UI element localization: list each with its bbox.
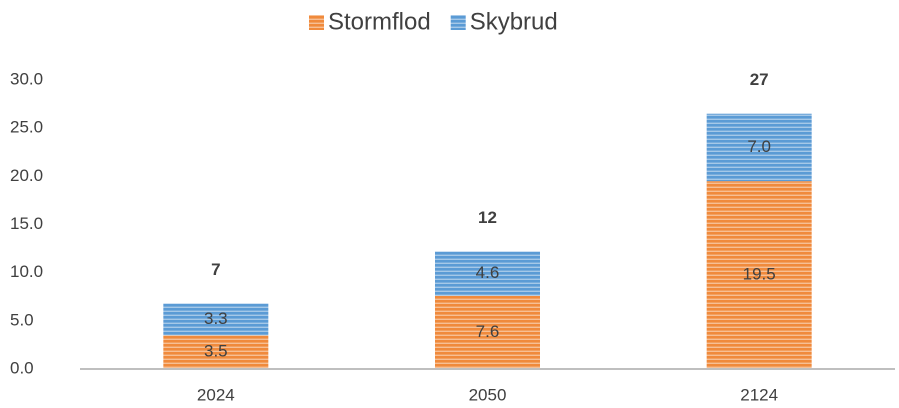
legend-swatch	[309, 15, 324, 30]
y-tick-label: 30.0	[10, 69, 43, 88]
total-label: 12	[478, 208, 497, 227]
value-label: 3.5	[204, 342, 228, 361]
value-label: 19.5	[743, 265, 776, 284]
legend-swatch	[450, 15, 466, 30]
y-tick-label: 5.0	[10, 310, 34, 329]
x-tick-label: 2124	[740, 385, 778, 404]
bar-segment	[163, 335, 269, 369]
bar-segment	[706, 113, 812, 182]
legend-label: Stormflod	[328, 8, 431, 35]
bar-segment	[435, 295, 540, 369]
total-label: 7	[211, 260, 220, 279]
value-label: 3.3	[204, 309, 228, 328]
total-label: 27	[750, 70, 769, 89]
bar-segment	[706, 181, 812, 369]
bar-segment	[435, 251, 540, 296]
y-tick-label: 15.0	[10, 214, 43, 233]
y-tick-label: 0.0	[10, 358, 34, 377]
bar-segment	[163, 303, 269, 336]
y-tick-label: 25.0	[10, 118, 43, 137]
value-label: 7.6	[476, 322, 500, 341]
value-label: 7.0	[747, 137, 771, 156]
y-tick-label: 10.0	[10, 262, 43, 281]
legend-label: Skybrud	[470, 8, 558, 35]
value-label: 4.6	[476, 263, 500, 282]
x-tick-label: 2050	[469, 385, 507, 404]
x-tick-label: 2024	[197, 385, 235, 404]
y-tick-label: 20.0	[10, 166, 43, 185]
